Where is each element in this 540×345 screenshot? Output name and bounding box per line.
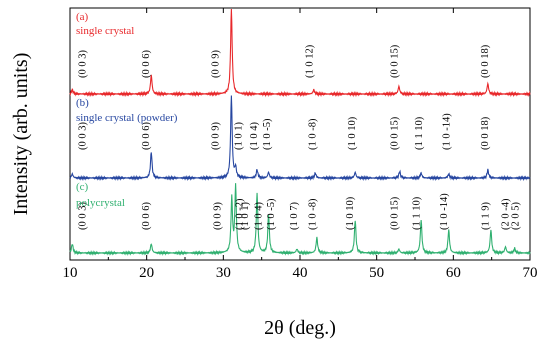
series-tag-3: (c) xyxy=(76,181,89,193)
peak-label-3-9: (1 0 -8) xyxy=(307,198,318,230)
peak-label-3-10: (1 0 10) xyxy=(345,196,356,230)
peak-label-1-5: (0 0 15) xyxy=(389,44,400,78)
peak-label-2-7: (1 0 -8) xyxy=(307,118,318,150)
x-tick-label-5: 50 xyxy=(369,265,384,281)
peak-label-2-11: (1 0 -14) xyxy=(442,113,453,150)
peak-label-2-5: (1 0 4) xyxy=(249,122,260,150)
x-axis-label: 2θ (deg.) xyxy=(264,317,336,339)
peak-label-1-6: (0 0 18) xyxy=(480,44,491,78)
peak-label-3-11: (0 0 15) xyxy=(389,196,400,230)
series-tags: (a) single crystal (b) single crystal (powd… xyxy=(76,11,178,209)
peak-label-3-5: (1 0 1) xyxy=(240,202,251,230)
peak-label-2-2: (0 0 6) xyxy=(141,122,152,150)
peak-label-1-3: (0 0 9) xyxy=(211,50,222,78)
peak-label-3-8: (1 0 7) xyxy=(289,202,300,230)
peak-label-2-8: (1 0 10) xyxy=(347,116,358,150)
series-name-3: polycrystal xyxy=(76,197,125,209)
peak-label-3-6: (1 0 4) xyxy=(254,202,265,230)
peak-labels: (0 0 3) (0 0 6) (0 0 9) (1 0 12) (0 0 15) (0 … xyxy=(77,44,521,230)
x-tick-label-4: 40 xyxy=(293,265,308,281)
y-axis-label: Intensity (arb. units) xyxy=(10,53,32,216)
peak-label-3-16: (2 0 5) xyxy=(511,202,522,230)
peak-label-2-10: (1 1 10) xyxy=(414,116,425,150)
peak-label-2-4: (1 0 1) xyxy=(234,122,245,150)
plot-frame xyxy=(70,8,530,260)
x-tick-label-6: 60 xyxy=(446,265,461,281)
peak-label-2-1: (0 0 3) xyxy=(77,122,88,150)
peak-label-3-7: (1 0 -5) xyxy=(266,198,277,230)
peak-label-3-3: (0 0 9) xyxy=(212,202,223,230)
peak-label-3-12: (1 1 10) xyxy=(412,196,423,230)
peak-label-1-4: (1 0 12) xyxy=(304,44,315,78)
peak-label-3-13: (1 0 -14) xyxy=(439,193,450,230)
series-line-2 xyxy=(70,96,530,180)
series-tag-1: (a) xyxy=(76,11,89,23)
x-tick-label-1: 10 xyxy=(63,265,78,281)
peak-label-2-12: (0 0 18) xyxy=(480,116,491,150)
peak-label-3-2: (0 0 6) xyxy=(141,202,152,230)
x-axis: 10 20 30 40 50 60 70 xyxy=(63,8,538,281)
peak-label-2-9: (0 0 15) xyxy=(389,116,400,150)
x-tick-label-2: 20 xyxy=(139,265,154,281)
x-tick-label-3: 30 xyxy=(216,265,231,281)
series-line-1 xyxy=(70,9,530,95)
series-curves xyxy=(70,8,530,254)
series-line-3 xyxy=(70,183,530,254)
x-tick-label-7: 70 xyxy=(523,265,538,281)
peak-label-2-3: (0 0 9) xyxy=(211,122,222,150)
peak-label-1-2: (0 0 6) xyxy=(141,50,152,78)
series-tag-2: (b) xyxy=(76,97,89,109)
series-name-1: single crystal xyxy=(76,25,134,37)
peak-label-2-6: (1 0 -5) xyxy=(262,118,273,150)
series-name-2: single crystal (powder) xyxy=(76,112,178,124)
peak-label-1-1: (0 0 3) xyxy=(77,50,88,78)
peak-label-3-14: (1 1 9) xyxy=(481,202,492,230)
